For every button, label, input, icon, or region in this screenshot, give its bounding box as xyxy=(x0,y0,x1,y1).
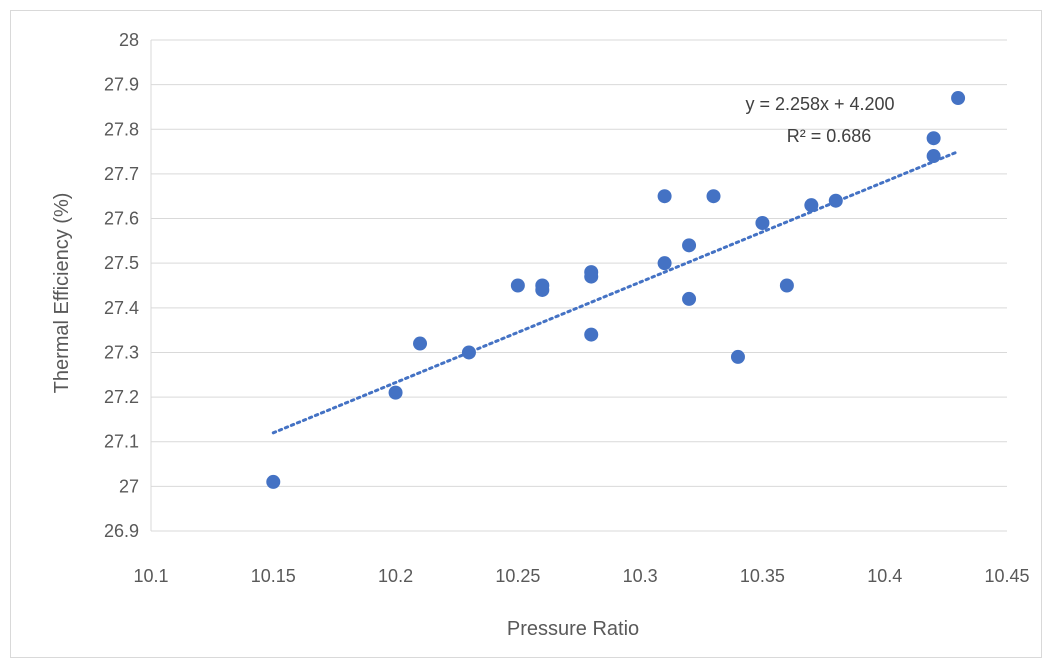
data-point xyxy=(682,238,697,253)
y-tick-label: 27.4 xyxy=(104,298,139,318)
data-point xyxy=(510,278,525,293)
data-point xyxy=(828,193,843,208)
x-axis-title: Pressure Ratio xyxy=(507,618,639,640)
y-tick-label: 27 xyxy=(119,476,139,496)
x-tick-labels: 10.1 10.15 10.2 10.25 10.3 10.35 10.4 10.45 xyxy=(133,566,1029,586)
y-tick-label: 28 xyxy=(119,30,139,50)
y-tick-label: 27.7 xyxy=(104,164,139,184)
data-point xyxy=(682,291,697,306)
x-tick-label: 10.35 xyxy=(740,566,785,586)
y-tick-label: 27.3 xyxy=(104,342,139,362)
y-tick-labels: 26.9 27 27.1 27.2 27.3 27.4 27.5 27.6 27.7 27.8 27… xyxy=(104,30,139,541)
trendline xyxy=(271,150,960,435)
y-tick-label: 27.1 xyxy=(104,432,139,452)
data-point xyxy=(755,216,770,231)
data-point xyxy=(730,349,745,364)
y-tick-label: 26.9 xyxy=(104,521,139,541)
data-point xyxy=(584,269,599,284)
data-point xyxy=(657,256,672,271)
data-point xyxy=(926,149,941,164)
y-tick-label: 27.2 xyxy=(104,387,139,407)
data-point xyxy=(779,278,794,293)
data-point xyxy=(584,327,599,342)
y-tick-label: 27.8 xyxy=(104,119,139,139)
chart-frame xyxy=(10,10,1042,658)
x-tick-label: 10.2 xyxy=(378,566,413,586)
data-point xyxy=(413,336,428,351)
x-tick-label: 10.15 xyxy=(251,566,296,586)
y-tick-label: 27.6 xyxy=(104,209,139,229)
trendline-r2-label: R² = 0.686 xyxy=(787,126,872,146)
gridlines xyxy=(150,39,1007,532)
x-tick-label: 10.3 xyxy=(623,566,658,586)
data-point xyxy=(657,189,672,204)
data-point xyxy=(804,198,819,213)
data-point xyxy=(388,385,403,400)
trendline-equation-label: y = 2.258x + 4.200 xyxy=(745,94,894,114)
data-point xyxy=(535,282,550,297)
data-point xyxy=(266,474,281,489)
x-tick-label: 10.45 xyxy=(984,566,1029,586)
y-axis-title: Thermal Efficiency (%) xyxy=(51,193,73,394)
x-tick-label: 10.25 xyxy=(495,566,540,586)
x-tick-label: 10.1 xyxy=(133,566,168,586)
data-point xyxy=(461,345,476,360)
x-tick-label: 10.4 xyxy=(867,566,902,586)
data-point xyxy=(926,131,941,146)
y-tick-label: 27.5 xyxy=(104,253,139,273)
data-points xyxy=(266,91,966,489)
y-tick-label: 27.9 xyxy=(104,75,139,95)
data-point xyxy=(951,91,966,106)
data-point xyxy=(706,189,721,204)
